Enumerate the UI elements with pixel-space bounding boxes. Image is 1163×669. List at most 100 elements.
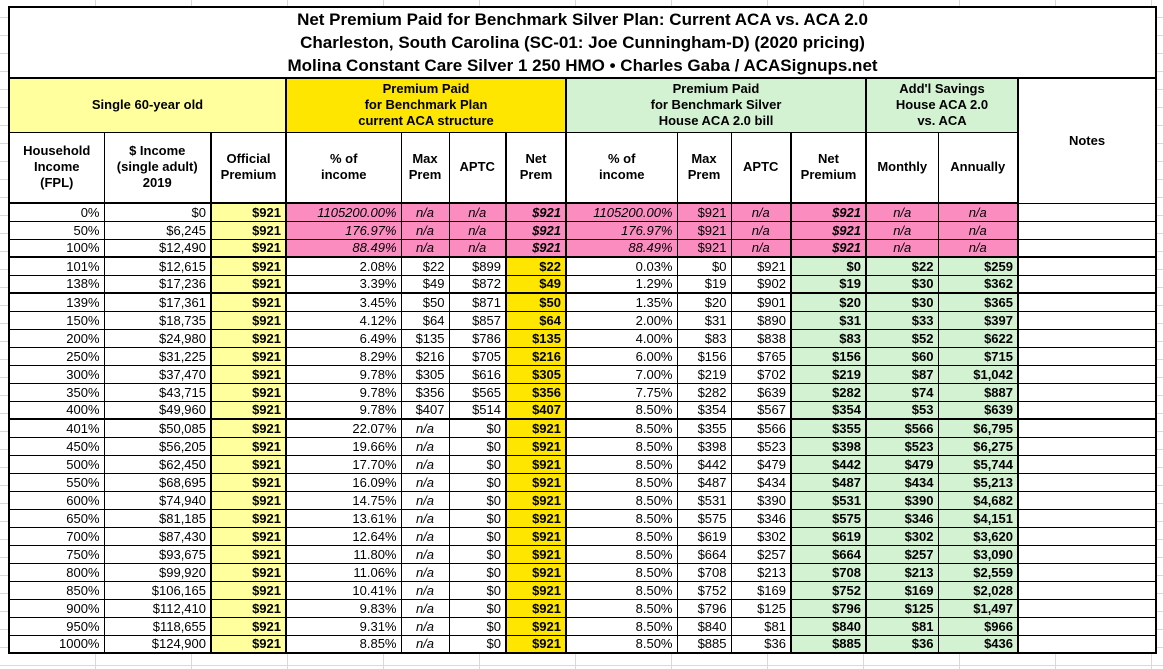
cell: $921 [210, 310, 287, 330]
cell: $921 [505, 454, 567, 474]
table-row: 850% $106,165 $921 10.41% n/a $0 $921 8.50% $752… [8, 580, 1157, 600]
notes-cell [1016, 382, 1157, 402]
notes-cell [1016, 310, 1157, 330]
cell: 1105200.00% [285, 202, 402, 222]
group-header-addl-savings: Add'l Savings House ACA 2.0 vs. ACA [865, 77, 1019, 133]
cell: 1.35% [565, 292, 678, 312]
cell: n/a [400, 544, 450, 564]
notes-cell [1016, 328, 1157, 348]
cell: $49 [400, 274, 450, 294]
cell: $921 [210, 562, 287, 582]
cell: $305 [505, 364, 567, 384]
cell: 150% [8, 310, 105, 330]
cell: 13.61% [285, 508, 402, 528]
cell: $50,085 [103, 418, 212, 438]
cell: $0 [448, 418, 507, 438]
cell: n/a [448, 202, 507, 222]
cell: $899 [448, 256, 507, 276]
cell: 8.50% [565, 580, 678, 600]
cell: $921 [210, 292, 287, 312]
group-header-aca-2-0: Premium Paid for Benchmark Silver House … [565, 77, 867, 133]
cell: $0 [448, 544, 507, 564]
cell: $87 [865, 364, 939, 384]
notes-cell [1016, 616, 1157, 636]
cell: n/a [730, 238, 792, 258]
cell: n/a [448, 238, 507, 258]
cell: $397 [937, 310, 1019, 330]
cell: 50% [8, 220, 105, 240]
table-row: 100% $12,490 $921 88.49% n/a n/a $921 88.49% $92… [8, 238, 1157, 258]
cell: $921 [210, 472, 287, 492]
cell: $0 [790, 256, 867, 276]
cell: $921 [210, 634, 287, 654]
cell: $786 [448, 328, 507, 348]
column-header-fpl: Household Income (FPL) [8, 131, 105, 204]
cell: 2.08% [285, 256, 402, 276]
notes-cell [1016, 436, 1157, 456]
column-header-official-premium: Official Premium [210, 131, 287, 204]
cell: $125 [865, 598, 939, 618]
cell: $53 [865, 400, 939, 420]
cell: $62,450 [103, 454, 212, 474]
cell: $6,795 [937, 418, 1019, 438]
cell: $135 [505, 328, 567, 348]
notes-cell [1016, 454, 1157, 474]
cell: $302 [865, 526, 939, 546]
cell: $487 [790, 472, 867, 492]
cell: 100% [8, 238, 105, 258]
table-row: 400% $49,960 $921 9.78% $407 $514 $407 8.50% $35… [8, 400, 1157, 420]
cell: $356 [400, 382, 450, 402]
cell: $921 [210, 382, 287, 402]
cell: $33 [865, 310, 939, 330]
cell: $921 [505, 598, 567, 618]
cell: 8.50% [565, 634, 678, 654]
cell: 8.50% [565, 526, 678, 546]
cell: n/a [400, 454, 450, 474]
table-row: 101% $12,615 $921 2.08% $22 $899 $22 0.03% $0 $92… [8, 256, 1157, 276]
cell: $708 [676, 562, 732, 582]
cell: 350% [8, 382, 105, 402]
cell: 8.50% [565, 598, 678, 618]
cell: $213 [865, 562, 939, 582]
cell: $19 [790, 274, 867, 294]
cell: $872 [448, 274, 507, 294]
cell: n/a [448, 220, 507, 240]
cell: $30 [865, 274, 939, 294]
cell: $2,028 [937, 580, 1019, 600]
notes-cell [1016, 220, 1157, 240]
cell: 200% [8, 328, 105, 348]
cell: $921 [210, 544, 287, 564]
cell: $49,960 [103, 400, 212, 420]
cell: 22.07% [285, 418, 402, 438]
cell: 450% [8, 436, 105, 456]
table-row: 401% $50,085 $921 22.07% n/a $0 $921 8.50% $355 $… [8, 418, 1157, 438]
cell: $106,165 [103, 580, 212, 600]
cell: $365 [937, 292, 1019, 312]
cell: $356 [505, 382, 567, 402]
cell: $664 [790, 544, 867, 564]
cell: $885 [676, 634, 732, 654]
cell: $2,559 [937, 562, 1019, 582]
cell: 0% [8, 202, 105, 222]
cell: n/a [400, 490, 450, 510]
cell: $531 [676, 490, 732, 510]
table-row: 50% $6,245 $921 176.97% n/a n/a $921 176.97% $92… [8, 220, 1157, 240]
cell: $619 [676, 526, 732, 546]
cell: 550% [8, 472, 105, 492]
cell: $442 [676, 454, 732, 474]
cell: $921 [505, 544, 567, 564]
cell: n/a [400, 436, 450, 456]
cell: $3,620 [937, 526, 1019, 546]
cell: 850% [8, 580, 105, 600]
cell: 1105200.00% [565, 202, 678, 222]
cell: $346 [865, 508, 939, 528]
table-body: 0% $0 $921 1105200.00% n/a n/a $921 1105200.00%… [8, 202, 1157, 654]
notes-cell [1016, 634, 1157, 654]
cell: 10.41% [285, 580, 402, 600]
cell: $135 [400, 328, 450, 348]
cell: 11.06% [285, 562, 402, 582]
cell: $156 [790, 346, 867, 366]
notes-cell [1016, 544, 1157, 564]
cell: $857 [448, 310, 507, 330]
table-row: 750% $93,675 $921 11.80% n/a $0 $921 8.50% $664 $… [8, 544, 1157, 564]
